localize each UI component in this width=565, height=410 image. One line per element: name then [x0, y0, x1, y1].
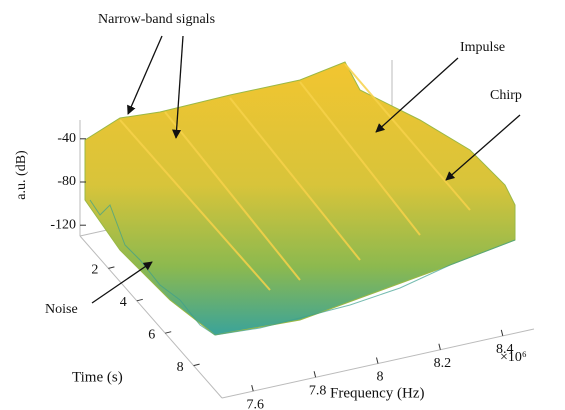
axis-box [79, 60, 535, 399]
x-tick [251, 384, 254, 392]
y-tick-label: 8 [177, 360, 184, 375]
x-tick [313, 371, 317, 378]
annotation: Chirp [490, 88, 522, 103]
x-tick-label: 8.4 [496, 342, 514, 357]
y-tick-label: 4 [120, 295, 127, 310]
y-tick-label: 2 [91, 263, 98, 278]
surface-noise [89, 199, 516, 336]
y-tick [136, 298, 143, 302]
annotation: Noise [45, 302, 78, 317]
z-tick-label: -120 [50, 217, 76, 232]
y-tick-label: 6 [148, 327, 155, 342]
x-tick-label: 8.2 [434, 356, 452, 371]
x-tick [500, 329, 504, 337]
y-tick [193, 363, 200, 367]
x-tick-label: 7.6 [246, 397, 264, 410]
y-tick [165, 331, 172, 334]
x-exponent: ×10⁶ [500, 350, 527, 365]
z-axis-label: a.u. (dB) [14, 150, 29, 200]
y-axis-label: Time (s) [72, 369, 123, 385]
x-tick-label: 7.8 [309, 384, 327, 399]
annotation: Impulse [460, 40, 505, 55]
x-tick [376, 357, 379, 364]
x-axis-label: Frequency (Hz) [330, 385, 425, 401]
arrows [91, 35, 521, 304]
z-tick-label: -40 [57, 131, 76, 146]
y-tick [108, 266, 115, 269]
x-tick [438, 343, 441, 350]
surface-ridges [119, 63, 471, 291]
annotation: Narrow-band signals [98, 12, 215, 27]
z-tick-label: -80 [57, 174, 76, 189]
surface [84, 61, 516, 336]
x-tick-label: 8 [377, 370, 384, 385]
